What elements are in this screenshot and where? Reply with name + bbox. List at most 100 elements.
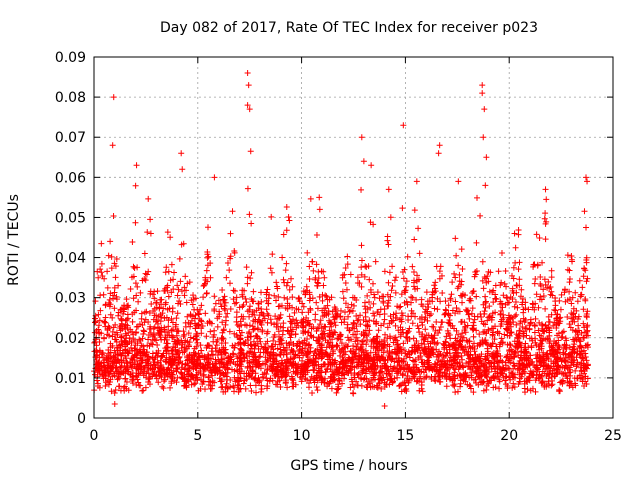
data-point [245,342,252,349]
data-point [548,274,555,281]
data-point [263,297,270,304]
data-point [310,356,317,363]
data-point [202,386,209,393]
data-point [509,285,516,292]
data-point [539,337,546,344]
data-point [417,373,424,380]
data-point [400,275,407,282]
data-point [145,336,152,343]
data-point [205,253,212,260]
data-point [393,337,400,344]
data-point [577,364,584,371]
data-point [309,389,316,396]
data-point [487,342,494,349]
data-point [397,333,404,340]
data-point [214,323,221,330]
data-point [332,305,339,312]
data-point [401,287,408,294]
data-point [274,373,281,380]
data-point [570,310,577,317]
data-point [231,287,238,294]
data-point [145,268,152,275]
data-point [538,340,545,347]
data-point [319,313,326,320]
data-point [119,305,126,312]
data-point [177,278,184,285]
data-point [285,214,292,221]
data-point [470,288,477,295]
data-point [207,328,214,335]
data-point [384,324,391,331]
data-point [293,365,300,372]
data-point [195,310,202,317]
data-point [120,357,127,364]
data-point [342,359,349,366]
data-point [254,377,261,384]
data-point [428,311,435,318]
data-point [553,339,560,346]
data-point [246,359,253,366]
data-point [113,293,120,300]
data-point [481,106,488,113]
data-point [582,297,589,304]
data-point [394,303,401,310]
data-point [524,386,531,393]
data-point [316,194,323,201]
data-point [299,323,306,330]
data-point [289,320,296,327]
data-point [181,284,188,291]
data-point [260,373,267,380]
data-point [548,267,555,274]
data-point [310,334,317,341]
data-point [98,351,105,358]
data-point [286,359,293,366]
data-point [478,314,485,321]
data-point [128,274,135,281]
data-point [504,295,511,302]
data-point [302,318,309,325]
data-point [515,332,522,339]
data-point [184,377,191,384]
data-point [269,368,276,375]
data-point [575,322,582,329]
data-point [516,339,523,346]
data-point [108,265,115,272]
data-point [543,351,550,358]
data-point [411,369,418,376]
data-point [236,304,243,311]
data-point [507,359,514,366]
data-point [161,376,168,383]
data-point [584,361,591,368]
data-point [172,323,179,330]
data-point [566,288,573,295]
data-point [98,260,105,267]
data-point [184,360,191,367]
data-point [320,282,327,289]
data-point [515,227,522,234]
data-point [299,309,306,316]
data-point [501,280,508,287]
data-point [577,338,584,345]
data-point [369,337,376,344]
data-point [234,368,241,375]
data-point [541,215,548,222]
data-point [313,383,320,390]
data-point [419,322,426,329]
data-point [220,327,227,334]
data-point [467,383,474,390]
data-point [108,358,115,365]
data-point [376,380,383,387]
data-point [192,312,199,319]
data-point [174,310,181,317]
data-point [442,306,449,313]
data-point [372,363,379,370]
data-point [537,273,544,280]
data-point [267,316,274,323]
data-point [312,316,319,323]
data-point [358,271,365,278]
data-point [572,367,579,374]
data-point [357,345,364,352]
data-point [123,316,130,323]
data-point [426,312,433,319]
data-point [533,231,540,238]
